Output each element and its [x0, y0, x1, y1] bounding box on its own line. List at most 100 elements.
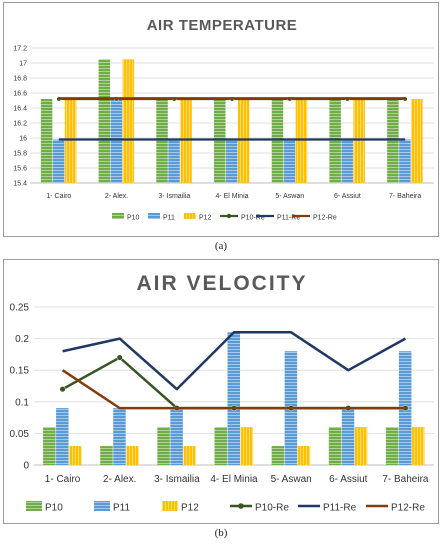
category-label: 7- Baheira	[382, 474, 429, 485]
bar-p11-3	[227, 332, 240, 465]
y-tick-label: 17	[19, 60, 27, 67]
bar-p10-3	[214, 427, 227, 465]
chart-title: AIR TEMPERATURE	[147, 17, 298, 34]
y-tick-label: 0	[23, 461, 29, 472]
category-label: 3- Ismailia	[158, 193, 190, 200]
category-label: 2- Alex.	[105, 193, 128, 200]
bar-p11-3	[226, 139, 238, 183]
air-temperature-chart-panel: AIR TEMPERATURE 15.4 15.6 15.8 16 16.2 16.4 16.…	[3, 2, 439, 237]
category-label: 4- El Minia	[215, 193, 248, 200]
y-tick-label: 0.2	[15, 334, 29, 345]
category-label: 4- El Minia	[210, 474, 258, 485]
bar-p11-0	[52, 139, 65, 183]
caption-b: (b)	[214, 527, 228, 539]
y-tick-label: 17.2	[13, 45, 27, 52]
marker-p10-re-1	[116, 354, 123, 361]
air-velocity-chart-panel: AIR VELOCITY 0 0.05 0.1 0.15 0.2 0.25 1- Cairo 2…	[3, 259, 439, 524]
legend-label-p11-re: P11-Re	[277, 214, 300, 221]
air-temperature-chart: AIR TEMPERATURE 15.4 15.6 15.8 16 16.2 16.4 16.…	[13, 17, 434, 221]
y-tick-label: 0.15	[10, 366, 30, 377]
bar-p12-4	[297, 446, 311, 465]
legend-label-p12: P12	[199, 214, 212, 221]
bar-p12-2	[180, 99, 192, 183]
chart-title: AIR VELOCITY	[136, 272, 307, 295]
bar-p12-2	[183, 446, 196, 465]
bar-p10-1	[100, 446, 113, 465]
bar-p11-4	[283, 139, 296, 183]
category-label: 1- Cairo	[45, 474, 81, 485]
legend-swatch-p10	[112, 213, 124, 219]
legend-label-p12: P12	[181, 503, 199, 514]
bar-p12-6	[411, 427, 425, 465]
y-tick-label: 0.05	[10, 429, 30, 440]
category-label: 7- Baheira	[389, 193, 421, 200]
legend-marker-p10-re	[226, 213, 232, 219]
bar-p12-1	[122, 59, 135, 183]
bar-p11-2	[170, 408, 183, 465]
bar-p11-2	[168, 139, 180, 183]
category-label: 5- Aswan	[275, 193, 304, 200]
bar-p10-6	[387, 99, 399, 183]
bar-p10-3	[214, 99, 226, 183]
category-label: 3- Ismailia	[154, 474, 200, 485]
legend-swatch-p10	[26, 501, 42, 511]
y-tick-label: 15.8	[13, 150, 27, 157]
bar-p12-0	[69, 446, 82, 465]
legend-label-p10: P10	[45, 503, 63, 514]
legend-label-p11: P11	[163, 214, 175, 221]
line-p11-re	[62, 331, 407, 391]
bar-p10-1	[98, 59, 111, 183]
y-tick-label: 16.6	[13, 90, 27, 97]
bar-p12-4	[295, 99, 308, 183]
legend-label-p10-re: P10-Re	[255, 503, 289, 514]
bar-p10-2	[157, 427, 170, 465]
bar-p11-5	[341, 139, 353, 183]
bar-p10-0	[43, 427, 56, 465]
bar-p10-5	[328, 427, 342, 465]
legend-swatch-p12	[184, 213, 196, 219]
category-label: 5- Aswan	[271, 474, 312, 485]
category-label: 6- Assiut	[329, 474, 368, 485]
legend-swatch-p12	[162, 501, 178, 511]
y-tick-label: 0.25	[10, 303, 30, 314]
line-p12-re	[61, 369, 406, 410]
bar-p12-5	[354, 427, 368, 465]
marker-p10-re-0	[59, 386, 66, 393]
legend-label-p11-re: P11-Re	[323, 503, 357, 514]
bar-p10-0	[40, 99, 53, 183]
legend-swatch-p11	[94, 501, 110, 511]
bar-p10-2	[156, 99, 168, 183]
legend-swatch-p11	[148, 213, 160, 219]
bar-p12-0	[64, 99, 77, 183]
bar-p12-5	[353, 99, 365, 183]
bar-p11-5	[341, 408, 355, 465]
category-label: 6- Assiut	[334, 193, 361, 200]
bar-p11-1	[110, 99, 123, 183]
legend-label-p12-re: P12-Re	[313, 214, 337, 221]
bar-p12-3	[240, 427, 253, 465]
bar-p11-1	[113, 408, 126, 465]
legend-marker-p10-re	[238, 503, 244, 509]
legend-label-p11: P11	[113, 503, 130, 514]
bar-p10-4	[271, 99, 284, 183]
bar-p10-5	[329, 99, 341, 183]
category-label: 1- Cairo	[46, 193, 71, 200]
y-tick-label: 16.4	[13, 105, 27, 112]
air-velocity-chart: AIR VELOCITY 0 0.05 0.1 0.15 0.2 0.25 1- Cairo 2…	[10, 272, 434, 514]
bar-p12-1	[126, 446, 139, 465]
y-tick-label: 16	[19, 135, 27, 142]
y-tick-label: 15.6	[13, 165, 27, 172]
y-tick-label: 15.4	[13, 180, 27, 187]
y-tick-label: 0.1	[15, 397, 29, 408]
bar-p10-6	[385, 427, 399, 465]
bar-p12-3	[238, 99, 250, 183]
category-label: 2- Alex.	[103, 474, 136, 485]
y-tick-label: 16.2	[13, 120, 27, 127]
caption-a: (a)	[214, 240, 228, 252]
legend-label-p10: P10	[127, 214, 140, 221]
bar-p11-6	[399, 139, 411, 183]
legend-label-p10-re: P10-Re	[241, 214, 265, 221]
bar-p12-6	[411, 99, 423, 183]
legend-label-p12-re: P12-Re	[391, 503, 425, 514]
bar-p10-4	[271, 446, 285, 465]
